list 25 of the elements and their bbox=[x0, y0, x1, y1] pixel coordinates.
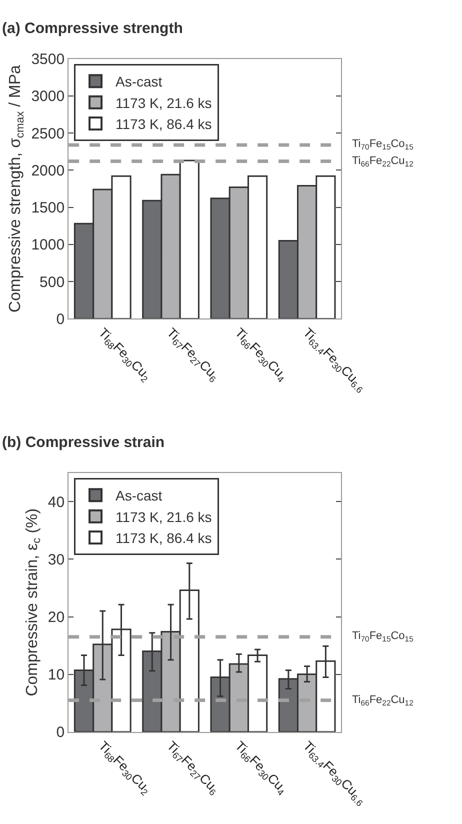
legend-label: 1173 K, 21.6 ks bbox=[116, 94, 212, 111]
y-tick-label: 0 bbox=[56, 724, 65, 742]
legend-label: As-cast bbox=[116, 74, 162, 90]
legend-label: 1173 K, 86.4 ks bbox=[116, 530, 212, 546]
y-tick-label: 3500 bbox=[31, 51, 65, 68]
legend-label: 1173 K, 21.6 ks bbox=[116, 508, 212, 525]
y-tick-label: 2500 bbox=[31, 125, 65, 142]
y-tick-label: 2000 bbox=[31, 162, 65, 180]
y-tick-label: 3000 bbox=[31, 88, 65, 106]
y-tick-label: 20 bbox=[48, 609, 65, 626]
ref-line-label: Ti$_{66}$Fe$_{22}$Cu$_{12}$ bbox=[352, 155, 414, 168]
legend-label: As-cast bbox=[116, 488, 162, 504]
chart-title: (b) Compressive strain bbox=[2, 434, 165, 451]
ref-line-label: Ti$_{70}$Fe$_{15}$Co$_{15}$ bbox=[352, 138, 414, 152]
legend-label: 1173 K, 86.4 ks bbox=[116, 116, 212, 132]
y-tick-label: 1500 bbox=[31, 200, 65, 217]
ref-line-label: Ti$_{70}$Fe$_{15}$Co$_{15}$ bbox=[352, 630, 414, 644]
y-tick-label: 1000 bbox=[31, 236, 65, 254]
y-tick-label: 500 bbox=[40, 274, 65, 291]
y-tick-label: 10 bbox=[48, 666, 65, 684]
ref-line-label: Ti$_{66}$Fe$_{22}$Cu$_{12}$ bbox=[352, 694, 414, 708]
y-tick-label: 0 bbox=[56, 310, 65, 328]
y-tick-label: 30 bbox=[48, 551, 65, 568]
chart-title: (a) Compressive strength bbox=[2, 20, 183, 37]
y-tick-label: 40 bbox=[48, 494, 65, 511]
